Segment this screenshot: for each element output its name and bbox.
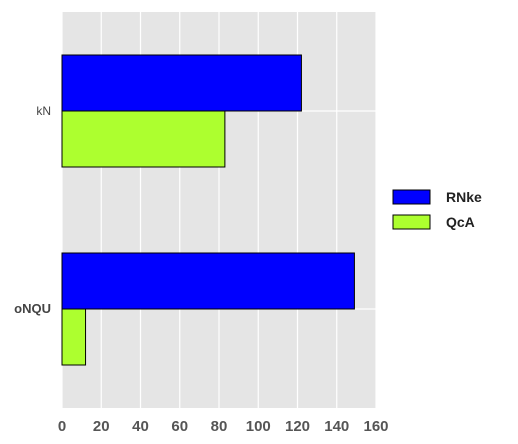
x-tick-label: 120 bbox=[285, 418, 310, 435]
x-tick-label: 140 bbox=[324, 418, 349, 435]
x-tick-label: 60 bbox=[171, 418, 188, 435]
x-tick-label: 20 bbox=[93, 418, 110, 435]
bar-QcA-kN bbox=[61, 110, 226, 168]
bar-RNke-oNQU bbox=[61, 252, 355, 310]
x-tick-label: 0 bbox=[58, 418, 66, 435]
legend-label-QcA: QcA bbox=[446, 214, 475, 230]
legend-label-RNke: RNke bbox=[446, 189, 482, 205]
x-axis-ticks: 0 20 40 60 80 100 120 140 160 bbox=[58, 418, 389, 435]
legend-swatch-RNke bbox=[392, 189, 431, 205]
category-label: kN bbox=[36, 104, 51, 118]
x-tick-label: 80 bbox=[211, 418, 228, 435]
bars bbox=[61, 54, 355, 366]
legend-swatch-QcA bbox=[392, 214, 431, 230]
x-tick-label: 40 bbox=[132, 418, 149, 435]
legend: RNke QcA bbox=[392, 189, 482, 230]
bar-QcA-oNQU bbox=[61, 308, 87, 366]
x-tick-label: 100 bbox=[246, 418, 271, 435]
x-tick-label: 160 bbox=[363, 418, 388, 435]
bar-RNke-kN bbox=[61, 54, 302, 112]
category-label: oNQU bbox=[14, 301, 51, 316]
y-axis-categories: oNQU kN bbox=[14, 104, 51, 316]
